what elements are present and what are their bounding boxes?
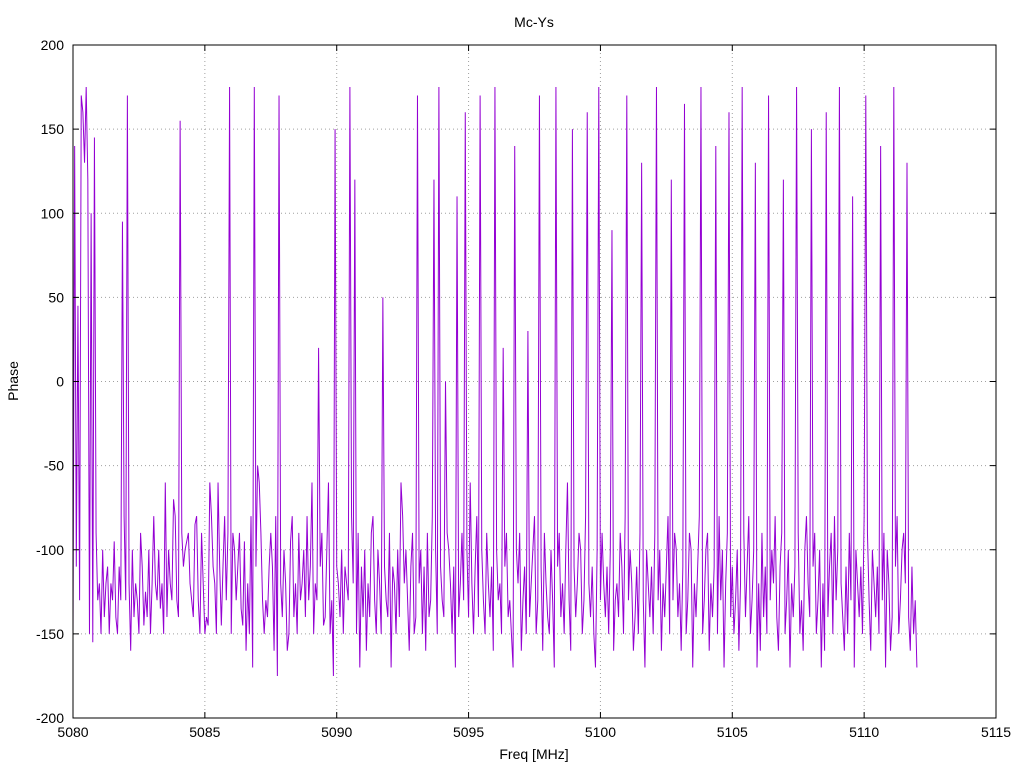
y-axis-label: Phase bbox=[5, 361, 21, 401]
x-tick-label: 5115 bbox=[981, 724, 1011, 740]
plot-frame bbox=[72, 44, 997, 719]
y-tick-label: 200 bbox=[41, 37, 65, 53]
y-tick-label: 50 bbox=[48, 289, 64, 305]
x-tick-label: 5105 bbox=[717, 724, 748, 740]
x-tick-label: 5095 bbox=[453, 724, 484, 740]
x-axis-label: Freq [MHz] bbox=[499, 746, 568, 762]
series-line-0 bbox=[72, 87, 918, 676]
y-tick-label: -50 bbox=[44, 458, 64, 474]
y-tick-label: 150 bbox=[41, 121, 65, 137]
series-layer bbox=[72, 87, 918, 676]
y-tick-label: 0 bbox=[56, 374, 64, 390]
x-tick-label: 5110 bbox=[849, 724, 879, 740]
y-tick-label: -100 bbox=[36, 542, 64, 558]
x-tick-label: 5085 bbox=[189, 724, 220, 740]
chart-title: Mc-Ys bbox=[514, 14, 554, 30]
y-tick-label: -150 bbox=[36, 626, 64, 642]
y-tick-label: 100 bbox=[41, 205, 65, 221]
x-tick-label: 5090 bbox=[321, 724, 352, 740]
grid bbox=[73, 45, 996, 718]
x-tick-label: 5100 bbox=[585, 724, 616, 740]
y-tick-label: -200 bbox=[36, 710, 64, 726]
x-tick-label: 5080 bbox=[57, 724, 88, 740]
ticks: 5080 5085 5090 5095 5100 5105 5110 5115 -200 -150… bbox=[36, 37, 1011, 740]
